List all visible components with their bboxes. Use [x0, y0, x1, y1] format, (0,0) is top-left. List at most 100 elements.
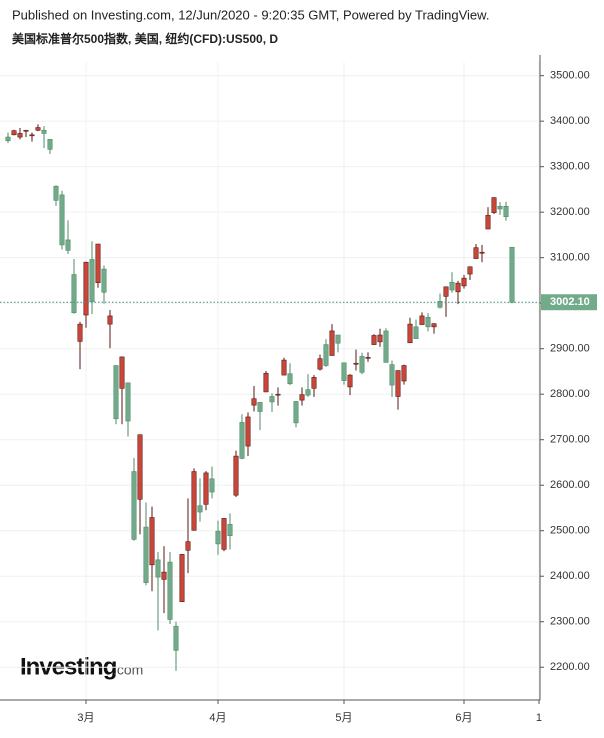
y-tick-label: 3400.00: [550, 115, 590, 127]
candle-body: [23, 129, 29, 132]
candle-body: [89, 259, 95, 303]
candle-body: [29, 134, 35, 137]
candle-body: [101, 268, 107, 293]
last-price-box: [541, 294, 597, 311]
candle-body: [311, 377, 317, 389]
y-tick-label: 2900.00: [550, 343, 590, 355]
x-tick-label: 5月: [335, 712, 352, 724]
candle-body: [395, 370, 401, 397]
candle-body: [263, 372, 269, 393]
candle-body: [83, 261, 89, 316]
candle-body: [281, 359, 287, 376]
candle-body: [11, 130, 17, 136]
candle-body: [287, 373, 293, 385]
x-tick-label: 1: [536, 712, 542, 724]
candle-body: [155, 559, 161, 578]
y-tick-label: 3500.00: [550, 70, 590, 82]
candle-body: [191, 471, 197, 531]
candle-body: [389, 364, 395, 386]
candle-body: [371, 335, 377, 345]
candle-body: [95, 243, 101, 284]
candle-body: [275, 393, 281, 396]
candle-body: [77, 323, 83, 342]
candle-body: [425, 316, 431, 328]
candle-body: [491, 197, 497, 213]
candle-body: [65, 239, 71, 251]
candle-body: [137, 434, 143, 500]
candle-body: [221, 518, 227, 550]
candle-body: [353, 362, 359, 365]
candle-body: [17, 133, 23, 138]
y-tick-label: 2200.00: [550, 661, 590, 673]
header: Published on Investing.com, 12/Jun/2020 …: [12, 7, 489, 22]
candle-body: [503, 205, 509, 218]
candle-body: [161, 571, 167, 580]
candle-body: [413, 326, 419, 339]
candle-body: [209, 478, 215, 493]
candle-body: [407, 323, 413, 344]
y-tick-label: 3200.00: [550, 206, 590, 218]
candle-body: [167, 561, 173, 620]
candle-body: [131, 471, 137, 540]
chart-title: 美国标准普尔500指数, 美国, 纽约(CFD):US500, D: [12, 31, 278, 46]
candle-body: [113, 365, 119, 420]
candle-body: [455, 282, 461, 293]
candle-body: [359, 356, 365, 373]
candle-body: [227, 524, 233, 537]
candle-body: [377, 334, 383, 343]
candle-body: [125, 382, 131, 422]
candle-body: [365, 357, 371, 359]
x-tick-label: 3月: [77, 712, 94, 724]
candle-body: [149, 517, 155, 566]
candle-body: [35, 127, 41, 131]
candle-body: [173, 625, 179, 651]
candle-body: [215, 530, 221, 545]
x-tick-label: 4月: [209, 712, 226, 724]
candle-body: [53, 185, 59, 201]
candle-body: [305, 389, 311, 396]
candle-body: [251, 398, 257, 406]
candle-body: [341, 362, 347, 381]
candle-body: [41, 129, 47, 134]
candle-body: [347, 374, 353, 388]
candle-body: [179, 554, 185, 603]
candle-body: [269, 396, 275, 403]
candle-body: [509, 246, 515, 303]
candle-body: [437, 301, 443, 308]
last-price-label: 3002.10: [550, 296, 590, 308]
candle-body: [5, 136, 11, 142]
candle-body: [143, 526, 149, 583]
candle-body: [401, 365, 407, 382]
candle-body: [299, 394, 305, 401]
y-tick-label: 2300.00: [550, 616, 590, 628]
y-tick-label: 3100.00: [550, 252, 590, 264]
candle-body: [197, 505, 203, 513]
y-tick-label: 2400.00: [550, 570, 590, 582]
logo-suffix: .com: [113, 662, 143, 678]
y-tick-label: 2500.00: [550, 525, 590, 537]
candle-body: [257, 402, 263, 412]
candle-body: [431, 323, 437, 328]
candle-body: [479, 251, 485, 254]
candle-body: [59, 194, 65, 246]
candle-body: [71, 274, 77, 314]
candle-body: [233, 455, 239, 496]
candle-body: [497, 205, 503, 210]
y-tick-label: 3300.00: [550, 161, 590, 173]
y-tick-label: 2600.00: [550, 479, 590, 491]
candle-body: [119, 356, 125, 389]
x-tick-label: 6月: [455, 712, 472, 724]
candle-body: [323, 344, 329, 366]
candle-body: [329, 330, 335, 356]
candle-body: [485, 215, 491, 230]
candle-body: [239, 422, 245, 459]
y-tick-label: 2800.00: [550, 388, 590, 400]
candle-body: [383, 330, 389, 363]
candle-body: [461, 277, 467, 287]
candle-body: [419, 315, 425, 325]
candle-body: [317, 358, 323, 370]
candle-body: [467, 266, 473, 275]
candle-body: [185, 541, 191, 551]
candle-body: [473, 247, 479, 259]
candle-body: [449, 281, 455, 291]
